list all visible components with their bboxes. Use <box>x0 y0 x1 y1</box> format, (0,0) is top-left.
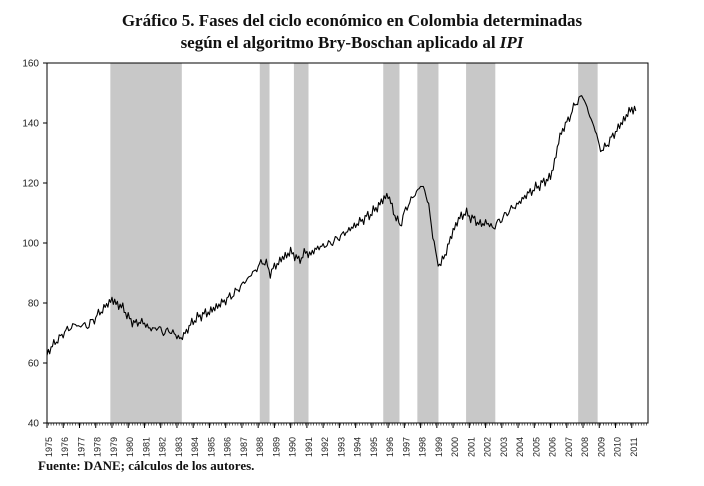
x-tick-label: 1975 <box>44 437 54 457</box>
y-tick-label: 80 <box>28 299 40 310</box>
x-tick-label: 1981 <box>141 437 151 457</box>
recession-band-1 <box>110 63 182 423</box>
y-tick-label: 60 <box>28 359 40 370</box>
x-tick-label: 2005 <box>531 437 541 457</box>
x-tick-label: 2000 <box>450 437 460 457</box>
x-tick-label: 1991 <box>304 437 314 457</box>
x-tick-label: 2006 <box>548 437 558 457</box>
x-tick-label: 1986 <box>223 437 233 457</box>
chart-title-ipi: IPI <box>499 33 524 52</box>
recession-band-2 <box>259 63 270 423</box>
x-tick-label: 2007 <box>564 437 574 457</box>
x-tick-label: 2008 <box>580 437 590 457</box>
x-tick-label: 1984 <box>190 437 200 457</box>
x-tick-label: 2011 <box>629 437 639 456</box>
x-tick-label: 1977 <box>76 437 86 457</box>
recession-band-6 <box>466 63 496 423</box>
y-tick-label: 140 <box>22 119 39 130</box>
x-tick-label: 2004 <box>515 437 525 457</box>
x-tick-label: 1980 <box>125 437 135 457</box>
x-tick-label: 2009 <box>596 437 606 457</box>
recession-band-5 <box>417 63 439 423</box>
chart-title-line1: Gráfico 5. Fases del ciclo económico en … <box>121 11 583 30</box>
x-tick-label: 1983 <box>174 437 184 457</box>
x-tick-label: 1999 <box>434 437 444 457</box>
y-tick-label: 120 <box>22 179 39 190</box>
x-tick-labels: 1975 1976 1977 1978 1979 1980 1981 1982 1983 1984… <box>44 437 639 457</box>
x-tick-label: 1995 <box>369 437 379 457</box>
x-tick-label: 2010 <box>613 437 623 457</box>
y-tick-label: 100 <box>22 239 39 250</box>
x-tick-label: 2002 <box>483 437 493 457</box>
chart-title-line2: según el algoritmo Bry-Boschan aplicado … <box>0 32 704 53</box>
source-footnote: Fuente: DANE; cálculos de los autores. <box>38 458 255 473</box>
x-tick-label: 1993 <box>336 437 346 457</box>
ipi-series-line <box>46 95 637 356</box>
recession-band-7 <box>578 63 598 423</box>
x-tick-label: 1982 <box>158 437 168 457</box>
x-tick-label: 1985 <box>206 437 216 457</box>
x-tick-label: 1992 <box>320 437 330 457</box>
x-tick-label: 1990 <box>288 437 298 457</box>
x-tick-label: 1998 <box>418 437 428 457</box>
x-tick-label: 1997 <box>401 437 411 457</box>
x-tick-label: 1988 <box>255 437 265 457</box>
x-tick-label: 1996 <box>385 437 395 457</box>
chart-title-line2-text: según el algoritmo Bry-Boschan aplicado … <box>180 33 496 52</box>
chart-axes <box>43 62 649 428</box>
x-tick-label: 1989 <box>271 437 281 457</box>
x-tick-label: 1976 <box>60 437 70 457</box>
y-tick-label: 160 <box>22 59 39 70</box>
x-tick-label: 2001 <box>466 437 476 457</box>
recession-band-4 <box>383 63 400 423</box>
recession-band-3 <box>293 63 309 423</box>
y-tick-label: 40 <box>28 419 40 430</box>
x-tick-label: 1979 <box>109 437 119 457</box>
x-tick-label: 1994 <box>353 437 363 457</box>
x-tick-label: 1978 <box>93 437 103 457</box>
y-tick-labels: 40 60 80 100 120 140 160 <box>22 59 39 430</box>
x-tick-label: 2003 <box>499 437 509 457</box>
recession-shading <box>110 63 598 423</box>
x-tick-label: 1987 <box>239 437 249 457</box>
